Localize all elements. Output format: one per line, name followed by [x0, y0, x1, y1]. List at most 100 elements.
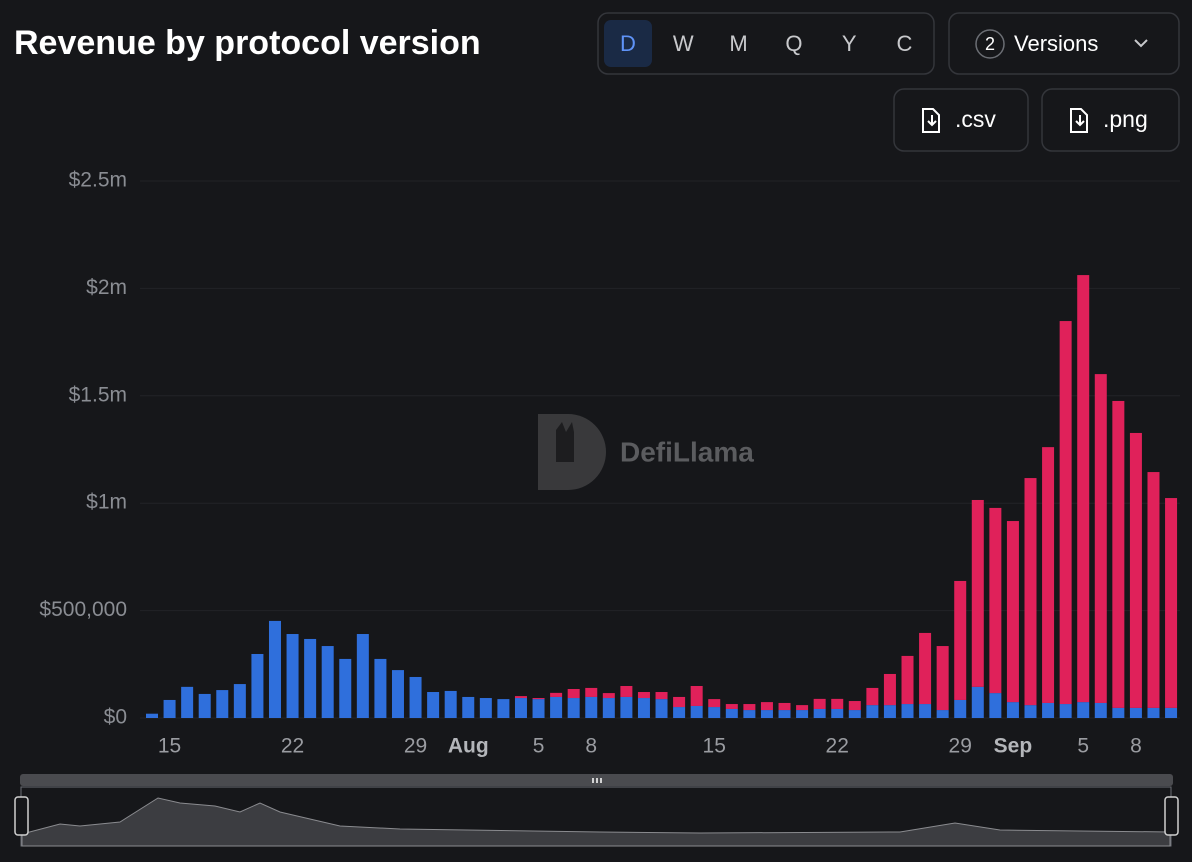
bar-segment — [690, 705, 703, 718]
bar-segment — [725, 704, 738, 709]
bar-segment — [198, 693, 211, 718]
overview-area — [21, 797, 1171, 847]
bar-segment — [1165, 498, 1178, 708]
bar-segment — [989, 693, 1002, 718]
bar-segment — [971, 499, 984, 687]
x-tick-label: 29 — [949, 735, 972, 758]
plot-area: $0 $500,000 $1m $1.5m $2m $2.5m 15 22 29 Aug 5 8 15 2… — [39, 169, 1180, 758]
y-tick-label: $2m — [86, 276, 127, 299]
versions-label: Versions — [1014, 31, 1098, 56]
x-tick-label: 22 — [826, 735, 849, 758]
x-tick-label: 15 — [158, 735, 181, 758]
bar-segment — [1042, 447, 1055, 703]
bar-segment — [391, 670, 404, 718]
y-tick-label: $1m — [86, 491, 127, 514]
bar-segment — [760, 710, 773, 718]
bar-segment — [585, 696, 598, 718]
bar-segment — [831, 708, 844, 718]
bar-segment — [796, 705, 809, 711]
bar-segment — [1129, 707, 1142, 718]
x-tick-label: 8 — [1130, 735, 1142, 758]
bar-segment — [1024, 705, 1037, 718]
watermark-logo — [538, 414, 606, 490]
bar-segment — [725, 708, 738, 718]
csv-label: .csv — [955, 106, 996, 132]
period-group — [597, 12, 935, 75]
bar-segment — [1077, 702, 1090, 718]
chart-title: Revenue by protocol version — [14, 24, 481, 62]
bar-segment — [1059, 704, 1072, 718]
bar-segment — [743, 704, 756, 711]
overview-right-handle[interactable] — [1164, 796, 1179, 836]
png-label: .png — [1103, 106, 1148, 132]
bar-segment — [743, 710, 756, 718]
bar-segment — [497, 699, 510, 718]
x-tick-label: Sep — [994, 735, 1033, 758]
version-count-badge — [975, 29, 1005, 59]
bar-segment — [602, 698, 615, 718]
csv-button[interactable] — [893, 88, 1029, 152]
bar-segment — [919, 632, 932, 705]
bar-segment — [989, 507, 1002, 694]
bar-segment — [971, 686, 984, 718]
bar-segment — [356, 634, 369, 718]
bar-segment — [637, 698, 650, 718]
watermark: DefiLlama — [620, 436, 754, 467]
bar-segment — [567, 689, 580, 699]
period-button[interactable]: Q — [785, 31, 802, 56]
period-button[interactable]: C — [897, 31, 913, 56]
bar-segment — [831, 698, 844, 709]
overview-left-handle[interactable] — [14, 796, 29, 836]
bar-segment — [567, 698, 580, 718]
png-button[interactable] — [1041, 88, 1180, 152]
bar-segment — [550, 696, 563, 718]
bar-segment — [936, 710, 949, 718]
bar-segment — [427, 692, 440, 718]
y-tick-label: $2.5m — [69, 169, 127, 192]
bar-segment — [585, 687, 598, 697]
bar-segment — [374, 658, 387, 718]
bar-segment — [1094, 374, 1107, 703]
bar-segment — [673, 707, 686, 718]
bar-segment — [620, 685, 633, 697]
bar-segment — [321, 646, 334, 718]
bar-segment — [233, 684, 246, 718]
bar-segment — [1112, 400, 1125, 708]
x-tick-label: 22 — [281, 735, 304, 758]
period-button[interactable]: D — [620, 31, 636, 56]
x-tick-label: 5 — [533, 735, 545, 758]
bar-segment — [304, 638, 317, 718]
bar-segment — [181, 686, 194, 718]
versions-button[interactable] — [948, 12, 1180, 75]
bar-segment — [866, 705, 879, 718]
bar-segment — [514, 696, 527, 699]
bar-segment — [514, 698, 527, 718]
bar-segment — [1059, 321, 1072, 705]
x-tick-label: 8 — [585, 735, 597, 758]
grip — [592, 778, 602, 783]
bar-segment — [708, 707, 721, 718]
bar-segment — [620, 696, 633, 718]
bar-segment — [708, 699, 721, 708]
bar-segment — [532, 698, 545, 700]
bar-segment — [655, 692, 668, 700]
y-tick-label: $0 — [104, 706, 127, 729]
period-button[interactable]: Y — [842, 31, 857, 56]
period-button[interactable]: M — [729, 31, 747, 56]
y-tick-label: $1.5m — [69, 383, 127, 406]
bar-segment — [1129, 432, 1142, 708]
period-button[interactable]: W — [673, 31, 694, 56]
bar-segment — [954, 699, 967, 718]
bar-segment — [1165, 707, 1178, 718]
bar-segment — [673, 696, 686, 708]
bar-segment — [602, 693, 615, 699]
bar-segment — [1147, 472, 1160, 708]
y-tick-label: $500,000 — [39, 598, 127, 621]
bar-segment — [339, 658, 352, 718]
bar-segment — [778, 710, 791, 718]
bar-segment — [813, 708, 826, 718]
bar-segment — [1112, 707, 1125, 718]
